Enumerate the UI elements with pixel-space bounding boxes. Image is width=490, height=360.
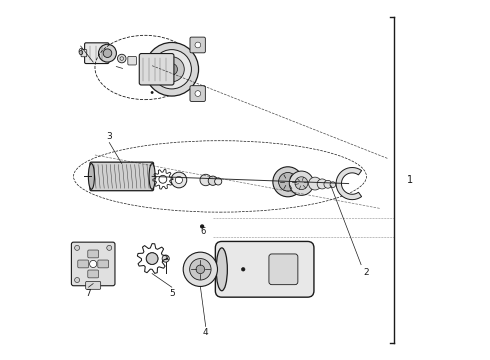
Text: 6: 6 [78,48,84,57]
Circle shape [147,253,158,264]
Circle shape [242,267,245,271]
Circle shape [295,177,308,190]
Circle shape [118,54,126,63]
Circle shape [151,91,153,94]
Circle shape [107,246,112,250]
FancyBboxPatch shape [88,270,98,278]
FancyBboxPatch shape [78,260,89,268]
Circle shape [201,225,203,228]
Ellipse shape [149,163,155,189]
Circle shape [208,176,218,185]
Circle shape [273,167,303,197]
Circle shape [90,260,97,267]
Circle shape [200,174,211,186]
Circle shape [330,182,336,188]
Circle shape [159,175,167,183]
FancyBboxPatch shape [85,43,109,64]
FancyBboxPatch shape [128,57,136,65]
Text: 1: 1 [407,175,413,185]
FancyBboxPatch shape [88,250,98,258]
Circle shape [196,265,205,274]
FancyBboxPatch shape [86,282,100,289]
FancyBboxPatch shape [269,254,298,285]
Circle shape [145,42,198,96]
Circle shape [289,171,314,195]
Ellipse shape [88,163,95,189]
FancyBboxPatch shape [81,50,87,57]
Text: 6: 6 [200,226,205,235]
Circle shape [190,258,211,280]
FancyBboxPatch shape [98,260,109,268]
Circle shape [317,179,327,189]
Circle shape [309,177,321,190]
Polygon shape [336,167,362,200]
FancyBboxPatch shape [90,162,153,191]
Circle shape [324,180,332,188]
FancyBboxPatch shape [139,54,174,85]
Circle shape [175,176,182,184]
Text: 2: 2 [363,267,368,276]
Text: 7: 7 [86,289,92,298]
Circle shape [74,246,79,250]
FancyBboxPatch shape [190,86,205,102]
Circle shape [215,178,222,185]
FancyBboxPatch shape [190,37,205,53]
Circle shape [162,255,169,262]
Circle shape [195,42,201,48]
Circle shape [74,278,79,283]
Circle shape [103,49,112,58]
Circle shape [279,172,297,191]
Circle shape [98,44,117,62]
Circle shape [171,172,187,188]
Text: 3: 3 [106,132,112,141]
FancyBboxPatch shape [72,242,115,286]
Circle shape [183,252,218,287]
Circle shape [152,50,192,89]
Circle shape [166,64,177,75]
FancyBboxPatch shape [215,242,314,297]
Ellipse shape [216,248,227,291]
Text: 5: 5 [169,289,174,298]
Circle shape [146,253,158,265]
Circle shape [159,57,184,82]
Circle shape [195,91,201,96]
Text: 4: 4 [203,328,209,337]
